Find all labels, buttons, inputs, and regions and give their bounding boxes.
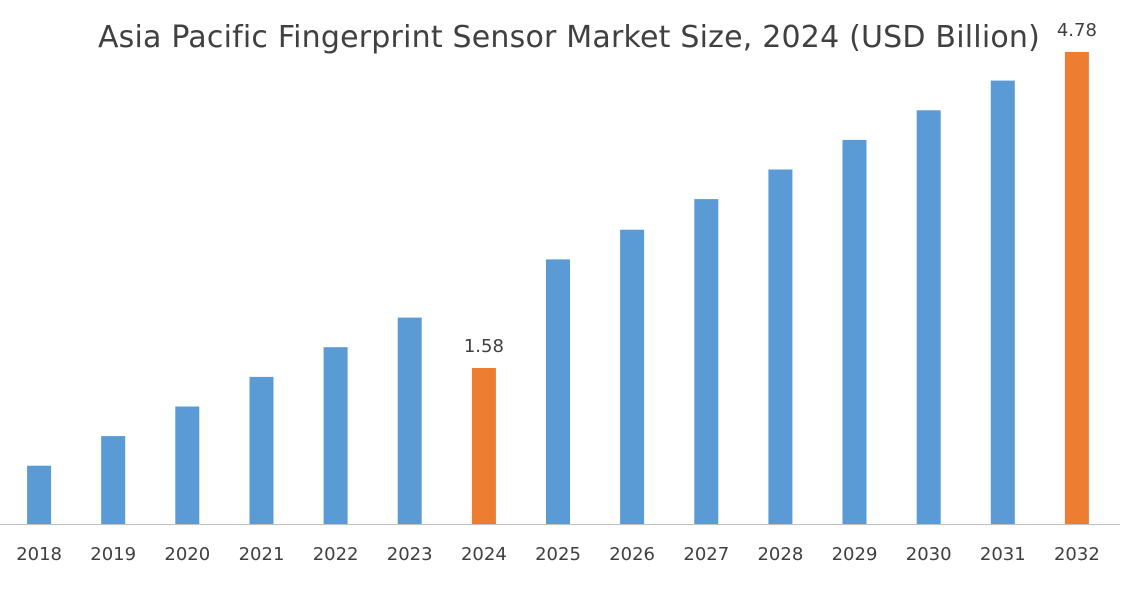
bar-2024	[471, 368, 496, 524]
bar-2021	[249, 376, 274, 524]
bar-2026	[620, 229, 645, 524]
x-tick-label-2023: 2023	[387, 544, 433, 565]
data-label-2032: 4.78	[1057, 20, 1097, 41]
bar-2018	[27, 465, 52, 524]
x-tick-label-2020: 2020	[164, 544, 210, 565]
bar-2029	[842, 139, 867, 524]
x-tick-label-2025: 2025	[535, 544, 581, 565]
chart-title: Asia Pacific Fingerprint Sensor Market S…	[97, 20, 1041, 55]
x-tick-label-2022: 2022	[313, 544, 359, 565]
bar-2031	[990, 80, 1015, 524]
bar-2025	[546, 259, 570, 524]
x-tick-label-2019: 2019	[90, 544, 136, 565]
x-tick-label-2029: 2029	[832, 544, 878, 565]
x-tick-label-2031: 2031	[980, 544, 1026, 565]
bar-2030	[916, 110, 941, 525]
bar-2019	[101, 436, 126, 524]
bar-2022	[323, 347, 348, 524]
x-tick-label-2018: 2018	[16, 544, 62, 565]
x-tick-label-2026: 2026	[609, 544, 655, 565]
x-tick-label-2030: 2030	[906, 544, 952, 565]
bar-2028	[768, 169, 793, 524]
data-label-2024: 1.58	[464, 336, 504, 357]
x-tick-label-2024: 2024	[461, 544, 507, 565]
x-tick-label-2021: 2021	[239, 544, 285, 565]
bar-2023	[397, 317, 422, 524]
bar-2032	[1064, 52, 1089, 524]
bar-2020	[175, 406, 200, 524]
x-tick-label-2028: 2028	[757, 544, 803, 565]
bar-2027	[694, 199, 719, 524]
x-tick-label-2027: 2027	[683, 544, 729, 565]
x-tick-label-2032: 2032	[1054, 544, 1100, 565]
